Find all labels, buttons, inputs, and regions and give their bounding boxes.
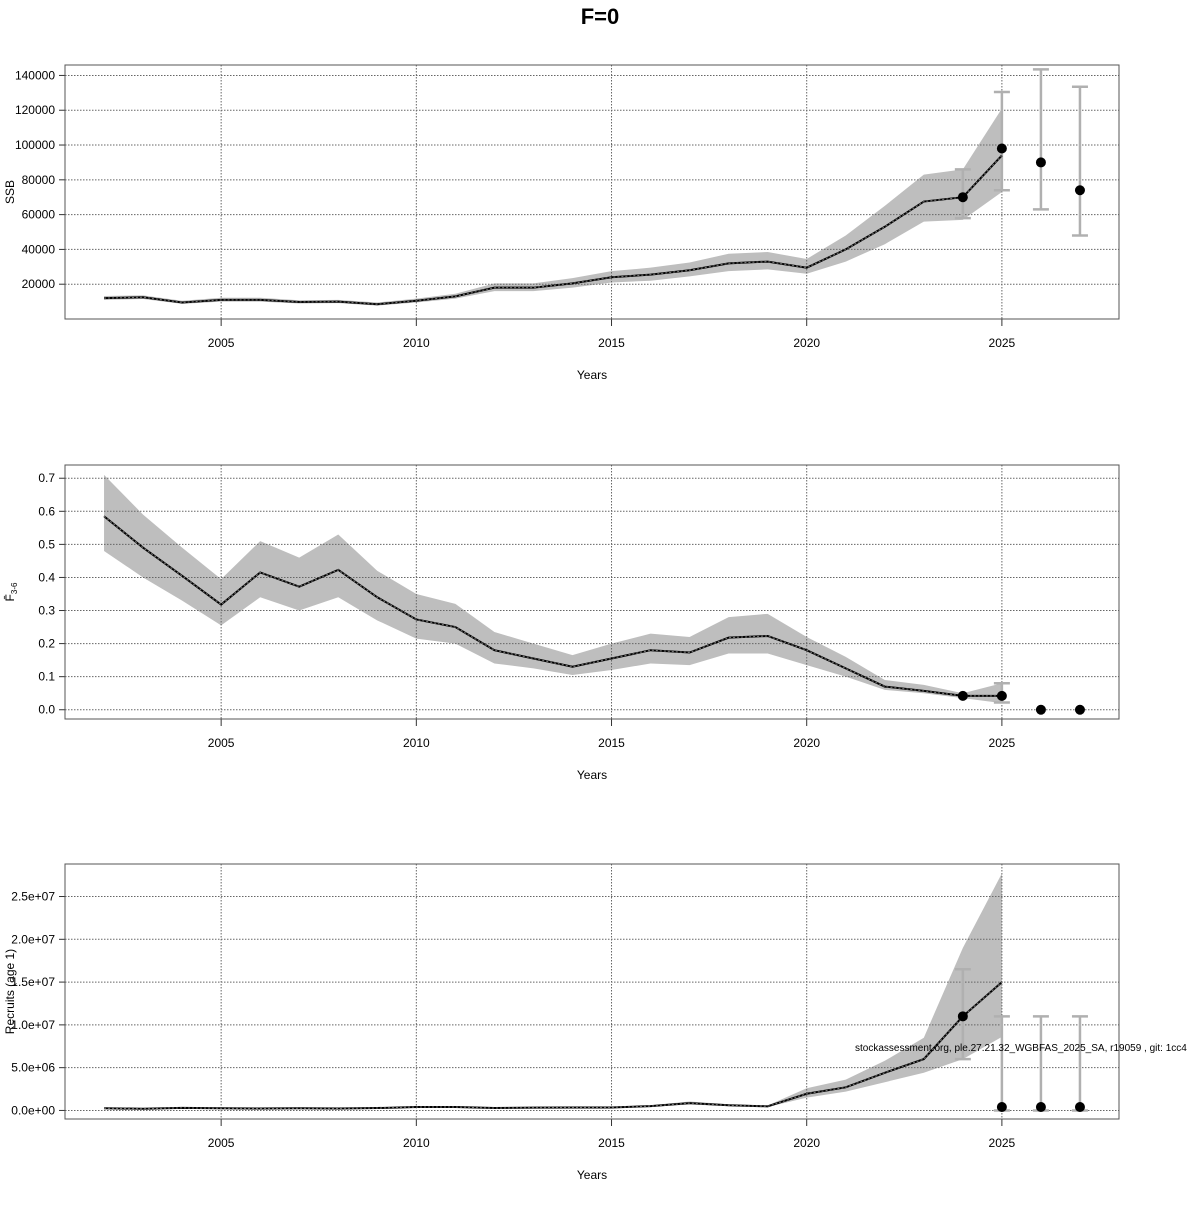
y-tick-label: 80000	[22, 173, 56, 187]
y-tick-label: 1.0e+07	[11, 1018, 55, 1032]
y-tick-label: 2.0e+07	[11, 932, 55, 946]
x-tick-label: 2010	[403, 336, 430, 350]
y-axis-label-subscript: 3-6	[10, 582, 19, 594]
y-tick-label: 140000	[15, 68, 55, 82]
plot-frame	[64, 863, 1120, 1120]
x-tick-label: 2025	[989, 1136, 1016, 1150]
x-tick-label: 2025	[989, 336, 1016, 350]
y-axis-label-group: Recruits (age 1)	[3, 949, 17, 1034]
y-tick-label: 0.3	[38, 604, 55, 618]
x-axis-label: Years	[577, 1168, 607, 1182]
forecast-point	[996, 143, 1007, 154]
x-tick-label: 2015	[598, 736, 625, 750]
y-tick-label: 0.7	[38, 471, 55, 485]
x-tick-label: 2020	[793, 1136, 820, 1150]
plot-frame	[64, 464, 1120, 720]
y-tick-label: 0.2	[38, 637, 55, 651]
forecast-point	[1074, 185, 1085, 196]
plot-frame	[64, 64, 1120, 320]
chart-title: F=0	[581, 4, 620, 29]
y-tick-label: 120000	[15, 103, 55, 117]
estimate-line-dashes	[103, 515, 1002, 697]
panel-2: 0.0 0.1 0.2 0.3 0.4 0.5 0.6 0.7 2005 2010 2015 2020…	[3, 464, 1120, 782]
forecast-point	[957, 1011, 968, 1022]
x-axis-label: Years	[577, 368, 607, 382]
y-tick-label: 60000	[22, 208, 56, 222]
forecast-point	[957, 192, 968, 203]
confidence-band	[104, 474, 1002, 704]
panel-3: 0.0e+00 5.0e+06 1.0e+07 1.5e+07 2.0e+07 2.5e+…	[3, 863, 1120, 1182]
footnote: stockassessment.org, ple.27.21.32_WGBFAS…	[855, 1043, 1187, 1054]
forecast-point	[1074, 704, 1085, 715]
x-tick-label: 2005	[208, 736, 235, 750]
forecast-point	[996, 1102, 1007, 1113]
panels: 20000 40000 60000 80000 100000 120000 140000 20…	[3, 64, 1120, 1182]
y-axis-label-group: SSB	[3, 180, 17, 204]
y-tick-label: 40000	[22, 242, 56, 256]
forecast-point	[1035, 1102, 1046, 1113]
y-axis-label: SSB	[3, 180, 17, 204]
forecast-point	[957, 690, 968, 701]
y-tick-label: 0.0	[38, 703, 55, 717]
x-tick-label: 2010	[403, 736, 430, 750]
y-axis-label: Recruits (age 1)	[3, 949, 17, 1034]
confidence-band	[104, 108, 1002, 306]
forecast-point	[1035, 704, 1046, 715]
x-tick-label: 2025	[989, 736, 1016, 750]
y-axis-label: F̄	[3, 594, 17, 601]
confidence-band	[104, 873, 1002, 1110]
forecast-point	[1035, 157, 1046, 168]
y-tick-label: 0.4	[38, 570, 55, 584]
y-tick-label: 0.0e+00	[11, 1103, 55, 1117]
y-tick-label: 0.5	[38, 537, 55, 551]
x-tick-label: 2015	[598, 1136, 625, 1150]
panel-1: 20000 40000 60000 80000 100000 120000 140000 20…	[3, 64, 1120, 382]
x-tick-label: 2005	[208, 336, 235, 350]
x-tick-label: 2005	[208, 1136, 235, 1150]
y-tick-label: 20000	[22, 277, 56, 291]
x-tick-label: 2020	[793, 736, 820, 750]
estimate-line-dashes	[104, 155, 1003, 305]
y-tick-label: 100000	[15, 138, 55, 152]
y-tick-label: 5.0e+06	[11, 1061, 55, 1075]
y-tick-label: 2.5e+07	[11, 890, 55, 904]
x-tick-label: 2010	[403, 1136, 430, 1150]
forecast-point	[1074, 1102, 1085, 1113]
y-tick-label: 0.1	[38, 670, 55, 684]
estimate-line-dashes	[104, 981, 1003, 1110]
x-tick-label: 2020	[793, 336, 820, 350]
y-axis-label-group: F̄3-6	[3, 582, 19, 601]
y-tick-label: 1.5e+07	[11, 975, 55, 989]
forecast-point	[996, 690, 1007, 701]
x-tick-label: 2015	[598, 336, 625, 350]
x-axis-label: Years	[577, 768, 607, 782]
y-tick-label: 0.6	[38, 504, 55, 518]
